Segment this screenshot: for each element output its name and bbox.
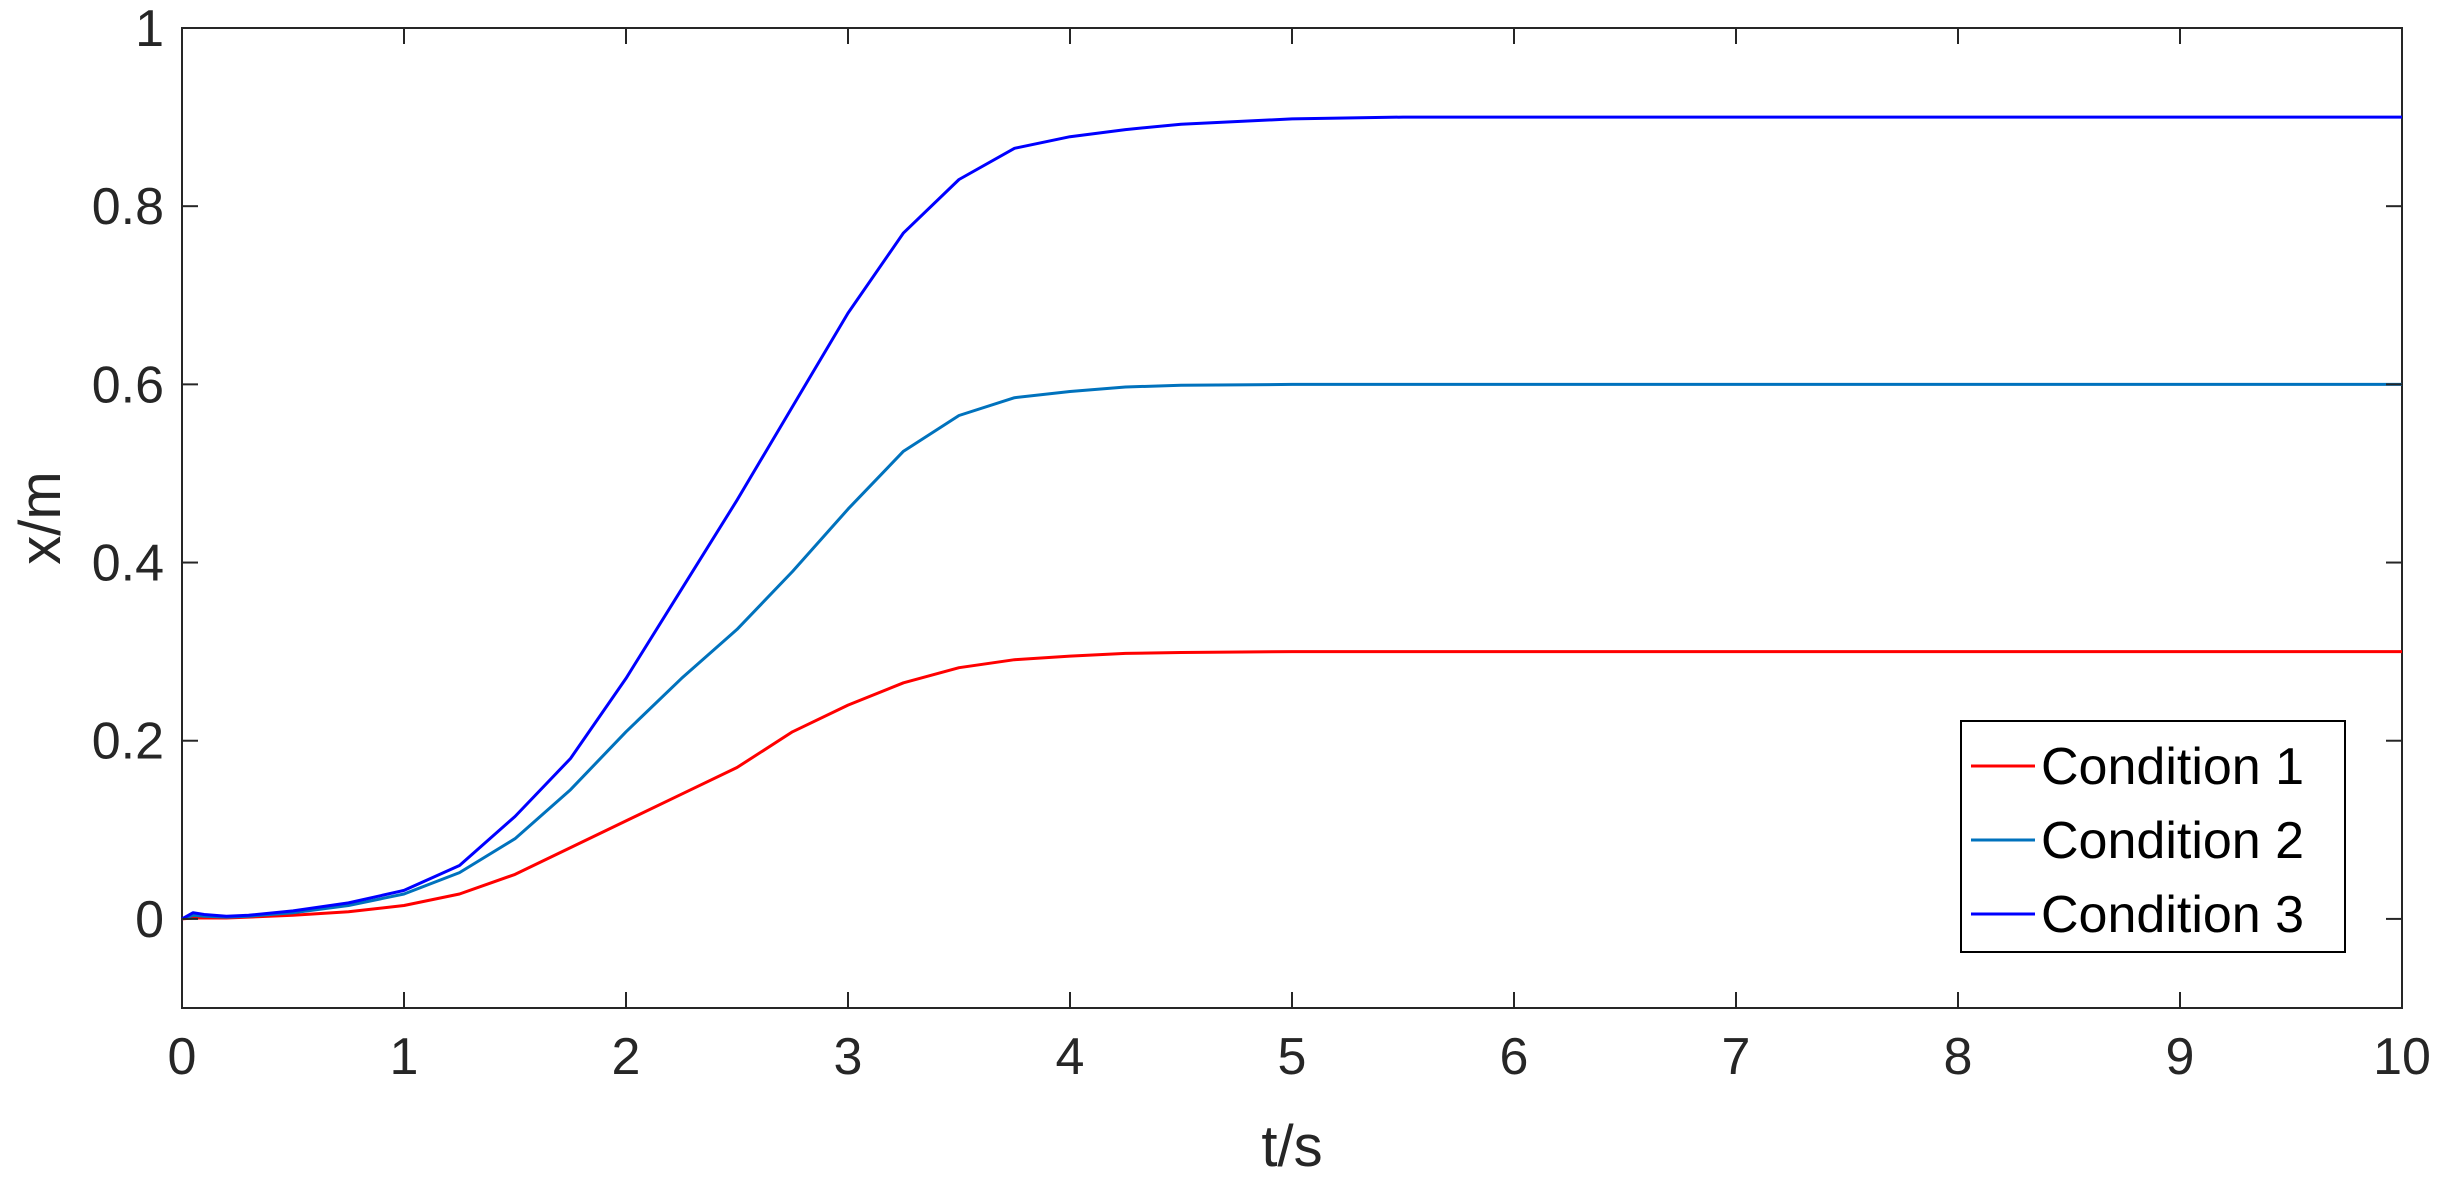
x-tick-label: 4 [1056, 1028, 1085, 1086]
y-tick-label: 0.6 [92, 356, 164, 414]
y-tick-label: 0.8 [92, 178, 164, 236]
series-layer [181, 115, 2402, 921]
legend-entry-condition-2: Condition 2 [2041, 812, 2304, 870]
y-axis-label: x/m [8, 471, 73, 564]
axis-ticks: 0 1 2 3 4 5 6 7 8 9 10 0 0.2 0.4 0.6 0.8 1 [92, 0, 2431, 1086]
series-line-condition-1 [181, 650, 2402, 921]
x-tick-label: 3 [834, 1028, 863, 1086]
legend-entry-condition-1: Condition 1 [2041, 738, 2304, 796]
x-tick-label: 0 [168, 1028, 197, 1086]
x-tick-label: 2 [612, 1028, 641, 1086]
x-tick-label: 5 [1278, 1028, 1307, 1086]
y-tick-label: 1 [135, 0, 164, 58]
legend: Condition 1 Condition 2 Condition 3 [1960, 720, 2346, 953]
y-tick-label: 0 [135, 891, 164, 949]
x-tick-label: 6 [1500, 1028, 1529, 1086]
legend-entry-condition-3: Condition 3 [2041, 886, 2304, 944]
x-tick-label: 10 [2373, 1028, 2431, 1086]
x-tick-label: 7 [1722, 1028, 1751, 1086]
x-tick-label: 8 [1944, 1028, 1973, 1086]
x-tick-label: 1 [390, 1028, 419, 1086]
x-tick-label: 9 [2166, 1028, 2195, 1086]
x-axis-label: t/s [1261, 1114, 1322, 1179]
y-tick-label: 0.2 [92, 713, 164, 771]
y-tick-label: 0.4 [92, 535, 164, 593]
series-line-condition-3 [181, 115, 2402, 921]
